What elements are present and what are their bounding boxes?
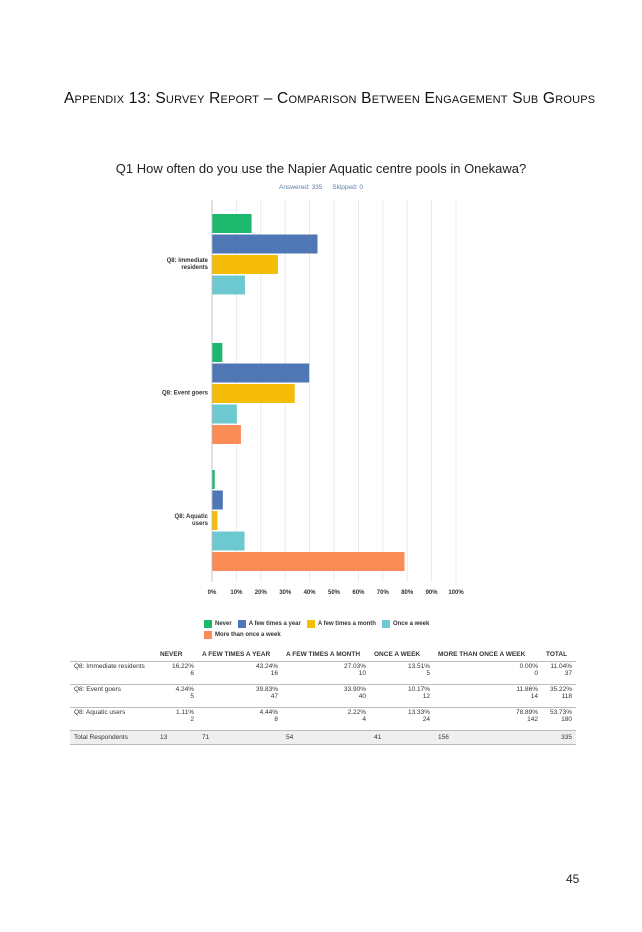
- x-tick-label: 70%: [377, 590, 390, 596]
- x-tick-label: 80%: [401, 590, 414, 596]
- total-label: Total Respondents: [70, 730, 156, 745]
- bar: [212, 214, 252, 233]
- skipped-count: Skipped: 0: [332, 184, 363, 191]
- total-row: Total Respondents 13 71 54 41 156 335: [70, 730, 576, 745]
- table-header: [70, 648, 156, 662]
- legend-swatch: [306, 620, 315, 628]
- page-heading: Appendix 13: Survey Report – Comparison …: [64, 90, 596, 107]
- table-header: A FEW TIMES A MONTH: [282, 648, 370, 662]
- chart-subtitle: Answered: 335 Skipped: 0: [0, 184, 642, 191]
- table-cell: 11.86% 14: [434, 684, 542, 708]
- table-header: A FEW TIMES A YEAR: [198, 648, 282, 662]
- table-cell: 33.90% 40: [282, 684, 370, 708]
- table-cell: 16.22% 6: [156, 661, 198, 685]
- x-tick-label: 100%: [448, 590, 464, 596]
- table-header: NEVER: [156, 648, 198, 662]
- total-cell: 156: [434, 730, 542, 745]
- legend-label: A few times a year: [248, 621, 301, 627]
- bar: [212, 470, 215, 489]
- table-row: Q8: Immediate residents 16.22% 6 43.24% 16…: [70, 661, 576, 685]
- bar: [212, 343, 223, 362]
- legend-label: Never: [215, 621, 232, 627]
- chart-legend: Never A few times a year A few times a mon…: [204, 620, 464, 642]
- x-tick-label: 0%: [208, 590, 217, 596]
- category-label: Q8: Event goers: [162, 390, 209, 396]
- bar: [212, 275, 245, 295]
- table-header-row: NEVER A FEW TIMES A YEAR A FEW TIMES A M…: [70, 648, 576, 662]
- bar: [212, 425, 241, 444]
- table-cell: 10.17% 12: [370, 684, 434, 708]
- row-label: Q8: Immediate residents: [70, 661, 156, 685]
- x-tick-label: 60%: [352, 590, 365, 596]
- legend-item: More than once a week: [204, 631, 281, 639]
- total-cell: 41: [370, 730, 434, 745]
- row-label: Q8: Aquatic users: [70, 707, 156, 731]
- table-cell: 35.22% 118: [542, 684, 576, 708]
- bar: [212, 384, 295, 403]
- chart-title: Q1 How often do you use the Napier Aquat…: [115, 161, 527, 176]
- table-header: TOTAL: [542, 648, 576, 662]
- table-cell: 39.83% 47: [198, 684, 282, 708]
- bar: [212, 552, 405, 571]
- table-cell: 78.89% 142: [434, 707, 542, 731]
- page-number: 45: [566, 872, 580, 886]
- legend-item: Never: [204, 620, 232, 628]
- legend-swatch: [204, 631, 212, 639]
- legend-item: A few times a year: [237, 620, 301, 628]
- bar: [212, 255, 278, 274]
- table-cell: 0.00% 0: [434, 661, 542, 685]
- bar: [212, 234, 318, 254]
- table-cell: 1.11% 2: [156, 707, 198, 731]
- total-cell: 13: [156, 730, 198, 745]
- table-cell: 43.24% 16: [198, 661, 282, 685]
- table-cell: 27.03% 10: [282, 661, 370, 685]
- category-label: Q8: Immediate residents: [167, 258, 209, 271]
- legend-label: More than once a week: [215, 632, 281, 638]
- answered-count: Answered: 335: [279, 184, 323, 191]
- table-row: Q8: Event goers 4.24% 5 39.83% 47 33.90% 40…: [70, 684, 576, 708]
- bar: [212, 363, 310, 383]
- total-cell: 71: [198, 730, 282, 745]
- category-label: Q8: Aquatic users: [175, 514, 209, 527]
- table-header: ONCE A WEEK: [370, 648, 434, 662]
- x-tick-label: 30%: [279, 590, 292, 596]
- legend-label: A few times a month: [317, 621, 376, 627]
- x-tick-label: 10%: [230, 590, 243, 596]
- table-cell: 11.04% 37: [542, 661, 576, 685]
- table-cell: 4.24% 5: [156, 684, 198, 708]
- x-tick-label: 40%: [304, 590, 317, 596]
- legend-item: A few times a month: [306, 620, 376, 628]
- legend-swatch: [204, 620, 212, 628]
- legend-swatch: [381, 620, 390, 628]
- total-cell: 54: [282, 730, 370, 745]
- legend-swatch: [237, 620, 246, 628]
- total-cell: 335: [542, 730, 576, 745]
- x-tick-label: 50%: [328, 590, 341, 596]
- results-table: NEVER A FEW TIMES A YEAR A FEW TIMES A M…: [70, 648, 576, 745]
- legend-item: Once a week: [381, 620, 430, 628]
- table-row: Q8: Aquatic users 1.11% 2 4.44% 8 2.22% 4 1…: [70, 707, 576, 731]
- table-cell: 2.22% 4: [282, 707, 370, 731]
- row-label: Q8: Event goers: [70, 684, 156, 708]
- table-cell: 13.33% 24: [370, 707, 434, 731]
- table-header: MORE THAN ONCE A WEEK: [434, 648, 542, 662]
- x-tick-label: 90%: [426, 590, 439, 596]
- table-cell: 13.51% 5: [370, 661, 434, 685]
- table-cell: 4.44% 8: [198, 707, 282, 731]
- bar: [212, 511, 218, 530]
- x-tick-label: 20%: [255, 590, 268, 596]
- bar: [212, 404, 237, 424]
- bar: [212, 490, 223, 510]
- table-cell: 53.73% 180: [542, 707, 576, 731]
- legend-label: Once a week: [392, 621, 430, 627]
- bar: [212, 531, 245, 551]
